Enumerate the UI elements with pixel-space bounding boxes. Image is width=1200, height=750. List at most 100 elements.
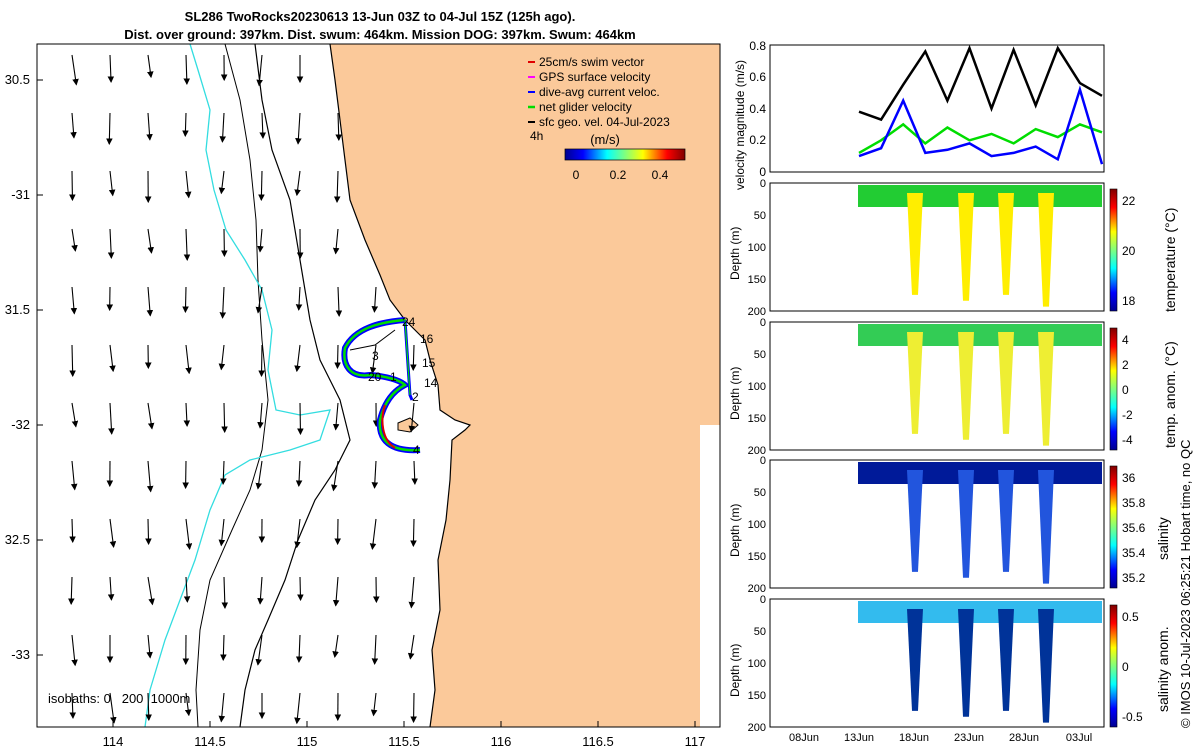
velocity-vector bbox=[294, 692, 301, 725]
legend-net-glider: net glider velocity bbox=[539, 100, 632, 114]
section-dive-profile bbox=[1038, 332, 1054, 446]
velocity-vector bbox=[69, 692, 77, 720]
time-tick: 23Jun bbox=[954, 732, 984, 744]
section-dive-profile bbox=[907, 193, 923, 295]
velocity-vector bbox=[221, 576, 229, 610]
depth-tick: 100 bbox=[748, 519, 766, 531]
colorbar-tick: 36 bbox=[1122, 471, 1136, 485]
section-surface-layer bbox=[858, 462, 1102, 484]
velocity-vector bbox=[218, 692, 226, 723]
velocity-vector bbox=[147, 54, 154, 79]
velocity-vector bbox=[71, 402, 79, 428]
section-surface-layer bbox=[858, 324, 1102, 346]
velocity-series-line bbox=[858, 122, 1103, 154]
velocity-vector bbox=[410, 344, 417, 372]
velocity-vector bbox=[218, 518, 226, 547]
velocity-vector bbox=[255, 286, 263, 314]
velocity-vector bbox=[218, 344, 226, 371]
velocity-vector bbox=[146, 286, 154, 317]
section-dive-profile bbox=[958, 193, 974, 301]
velocity-vector bbox=[70, 112, 77, 139]
vel-y-tick: 0.4 bbox=[749, 102, 766, 116]
map-colorbar bbox=[564, 148, 686, 161]
colorbar-tick: 35.6 bbox=[1122, 521, 1146, 535]
track-label-24: 24 bbox=[402, 315, 416, 329]
section2-ylabel: Depth (m) bbox=[728, 366, 742, 420]
depth-tick: 0 bbox=[760, 455, 766, 467]
velocity-vector bbox=[334, 344, 341, 370]
velocity-vector bbox=[295, 460, 303, 487]
velocity-panel: 0 0.2 0.4 0.6 0.8 bbox=[749, 39, 1105, 179]
land bbox=[330, 44, 720, 727]
velocity-vector bbox=[331, 460, 339, 492]
section-dive-profile bbox=[998, 470, 1014, 572]
depth-tick: 50 bbox=[754, 626, 766, 638]
velocity-vector bbox=[108, 170, 116, 197]
legend-dive-avg: dive-avg current veloc. bbox=[539, 85, 660, 99]
track-label-15: 15 bbox=[422, 356, 436, 370]
velocity-vector bbox=[108, 402, 115, 435]
coastline bbox=[329, 43, 472, 728]
isobaths-label: isobaths: 0 200 1000m bbox=[48, 691, 190, 706]
track-label-3: 3 bbox=[372, 349, 379, 363]
map-x-tick: 114.5 bbox=[194, 734, 226, 749]
velocity-vector bbox=[294, 170, 301, 197]
depth-tick: 100 bbox=[748, 242, 766, 254]
colorbar-tick: 4 bbox=[1122, 333, 1129, 347]
map-y-tick: 30.5 bbox=[5, 72, 30, 87]
map-y-tick: 31.5 bbox=[5, 302, 30, 317]
section3-ylabel: Depth (m) bbox=[728, 503, 742, 557]
velocity-vector bbox=[335, 286, 343, 317]
velocity-vector bbox=[70, 286, 78, 315]
track-label-14: 14 bbox=[424, 376, 438, 390]
velocity-vector bbox=[370, 692, 378, 717]
velocity-vector bbox=[184, 692, 192, 717]
depth-tick: 0 bbox=[760, 317, 766, 329]
velocity-vector bbox=[182, 286, 189, 314]
colorbar-tick: -0.5 bbox=[1122, 710, 1143, 724]
velocity-vector bbox=[70, 460, 78, 491]
velocity-vector bbox=[106, 112, 113, 146]
velocity-vector bbox=[332, 402, 340, 431]
depth-tick: 50 bbox=[754, 210, 766, 222]
velocity-vector bbox=[220, 634, 227, 662]
velocity-vector bbox=[294, 518, 301, 549]
velocity-vector bbox=[335, 112, 342, 142]
velocity-vector bbox=[185, 344, 192, 375]
chart-title-line1: SL286 TwoRocks20230613 13-Jun 03Z to 04-… bbox=[184, 9, 576, 24]
velocity-vector bbox=[184, 170, 192, 199]
map-y-tick: -32 bbox=[11, 417, 30, 432]
velocity-vector bbox=[256, 54, 263, 87]
section-dive-profile bbox=[1038, 609, 1054, 723]
depth-tick: 150 bbox=[748, 551, 766, 563]
map-legend: 25cm/s swim vector GPS surface velocity … bbox=[528, 55, 670, 143]
colorbar-tick: 35.2 bbox=[1122, 571, 1146, 585]
time-tick: 18Jun bbox=[899, 732, 929, 744]
section-dive-profile bbox=[958, 609, 974, 717]
surface-velocity-vectors bbox=[68, 54, 418, 725]
velocity-vector bbox=[145, 518, 152, 546]
colorbar-tick: 35.4 bbox=[1122, 546, 1146, 560]
velocity-vector bbox=[295, 634, 303, 663]
depth-tick: 150 bbox=[748, 274, 766, 286]
velocity-vector bbox=[259, 112, 267, 140]
velocity-vector bbox=[183, 576, 191, 603]
section4-ylabel: Depth (m) bbox=[728, 643, 742, 697]
colorbar-tick: -2 bbox=[1122, 408, 1133, 422]
section-dive-profile bbox=[1038, 193, 1054, 307]
velocity-vector bbox=[107, 576, 115, 601]
velocity-vector bbox=[109, 518, 117, 548]
section-dive-profile bbox=[998, 609, 1014, 711]
depth-tick: 0 bbox=[760, 178, 766, 190]
velocity-vector bbox=[255, 634, 263, 666]
depth-tick: 50 bbox=[754, 487, 766, 499]
colorbar-tick: 0 bbox=[573, 168, 580, 182]
velocity-vector bbox=[369, 518, 377, 551]
map-y-axis: 30.5 -31 31.5 -32 32.5 -33 bbox=[5, 72, 30, 662]
legend-swim: 25cm/s swim vector bbox=[539, 55, 644, 69]
colorbar-tick: 18 bbox=[1122, 294, 1136, 308]
velocity-vector bbox=[332, 576, 340, 607]
velocity-vector bbox=[147, 402, 155, 430]
section-dive-profile bbox=[998, 332, 1014, 434]
depth-tick: 50 bbox=[754, 349, 766, 361]
